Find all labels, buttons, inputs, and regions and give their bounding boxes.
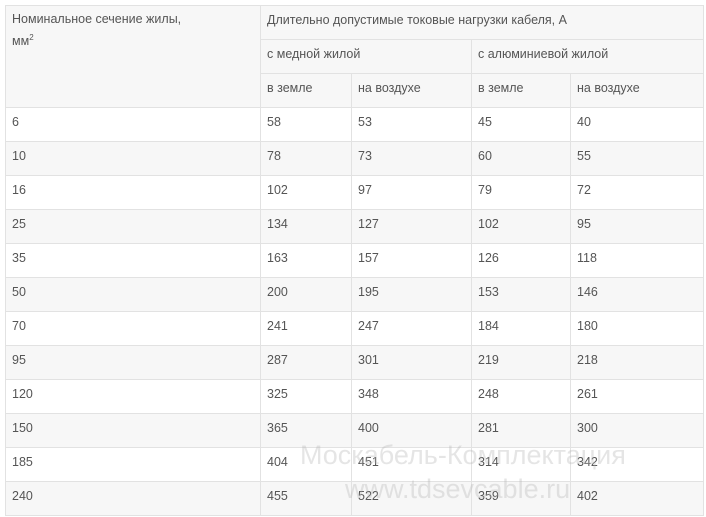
table-row: 120 325 348 248 261 [5, 379, 705, 414]
table-row: 150 365 400 281 300 [5, 413, 705, 448]
cell-value: 55 [569, 141, 705, 176]
cell-value: 248 [471, 379, 571, 414]
cell-value: 157 [351, 243, 472, 278]
table-row: 70 241 247 184 180 [5, 311, 705, 346]
cell-value: 53 [351, 107, 472, 142]
cell-section: 185 [5, 447, 261, 482]
cell-section: 35 [5, 243, 261, 278]
cell-value: 400 [351, 413, 472, 448]
table-row: 6 58 53 45 40 [5, 107, 705, 142]
cell-value: 146 [569, 277, 705, 312]
cell-value: 79 [471, 175, 571, 210]
cell-value: 73 [351, 141, 472, 176]
section-unit: мм [12, 34, 30, 48]
table-row: 10 78 73 60 55 [5, 141, 705, 176]
header-subcol: в земле [471, 73, 571, 108]
header-section: Номинальное сечение жилы, мм2 [5, 5, 261, 108]
section-label: Номинальное сечение жилы, [12, 12, 182, 26]
cell-value: 58 [260, 107, 352, 142]
cell-value: 261 [569, 379, 705, 414]
cell-value: 348 [351, 379, 472, 414]
cell-value: 102 [260, 175, 352, 210]
cell-value: 342 [569, 447, 705, 482]
cell-value: 281 [471, 413, 571, 448]
cell-value: 72 [569, 175, 705, 210]
cell-value: 219 [471, 345, 571, 380]
cell-value: 365 [260, 413, 352, 448]
cell-section: 240 [5, 481, 261, 516]
table-row: 25 134 127 102 95 [5, 209, 705, 244]
cell-section: 25 [5, 209, 261, 244]
cell-value: 126 [471, 243, 571, 278]
cell-value: 241 [260, 311, 352, 346]
cell-value: 455 [260, 481, 352, 516]
cable-load-table: Номинальное сечение жилы, мм2 Длительно д… [5, 5, 705, 516]
cell-value: 522 [351, 481, 472, 516]
cell-value: 95 [569, 209, 705, 244]
cell-value: 325 [260, 379, 352, 414]
cell-value: 402 [569, 481, 705, 516]
cell-value: 184 [471, 311, 571, 346]
cell-value: 451 [351, 447, 472, 482]
cell-section: 6 [5, 107, 261, 142]
header-group-aluminium: с алюминиевой жилой [470, 39, 705, 74]
cell-section: 10 [5, 141, 261, 176]
cell-value: 359 [471, 481, 571, 516]
cell-value: 153 [471, 277, 571, 312]
cell-value: 127 [351, 209, 472, 244]
cell-section: 150 [5, 413, 261, 448]
cell-section: 95 [5, 345, 261, 380]
cell-value: 40 [569, 107, 705, 142]
table-row: 95 287 301 219 218 [5, 345, 705, 380]
cell-value: 404 [260, 447, 352, 482]
cell-value: 301 [351, 345, 472, 380]
cell-value: 200 [260, 277, 352, 312]
cell-value: 314 [471, 447, 571, 482]
header-group-copper: с медной жилой [260, 39, 472, 74]
cell-section: 70 [5, 311, 261, 346]
cell-value: 247 [351, 311, 472, 346]
table-row: 50 200 195 153 146 [5, 277, 705, 312]
cell-value: 287 [260, 345, 352, 380]
cell-value: 180 [569, 311, 705, 346]
cell-value: 134 [260, 209, 352, 244]
cell-value: 78 [260, 141, 352, 176]
section-unit-sup: 2 [29, 32, 34, 42]
header-subcol: на воздухе [351, 73, 472, 108]
cell-section: 120 [5, 379, 261, 414]
header-subcol: на воздухе [569, 73, 705, 108]
cell-value: 97 [351, 175, 472, 210]
table-row: 35 163 157 126 118 [5, 243, 705, 278]
table-row: 185 404 451 314 342 [5, 447, 705, 482]
cell-value: 102 [471, 209, 571, 244]
cell-value: 118 [569, 243, 705, 278]
header-load-title: Длительно допустимые токовые нагрузки ка… [259, 5, 705, 40]
cell-value: 45 [471, 107, 571, 142]
cell-value: 163 [260, 243, 352, 278]
cell-value: 300 [569, 413, 705, 448]
cell-value: 218 [569, 345, 705, 380]
table-row: 16 102 97 79 72 [5, 175, 705, 210]
cell-value: 60 [471, 141, 571, 176]
header-subcol: в земле [260, 73, 352, 108]
cell-section: 16 [5, 175, 261, 210]
table-row: 240 455 522 359 402 [5, 481, 705, 516]
cell-value: 195 [351, 277, 472, 312]
cell-section: 50 [5, 277, 261, 312]
